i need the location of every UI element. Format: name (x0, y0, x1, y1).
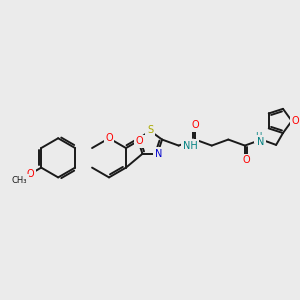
Text: O: O (26, 169, 34, 179)
Text: CH₃: CH₃ (11, 176, 27, 185)
Text: N: N (155, 149, 162, 159)
Text: O: O (242, 155, 250, 165)
Text: N: N (257, 136, 264, 146)
Text: S: S (147, 125, 153, 135)
Text: NH: NH (182, 141, 197, 151)
Text: O: O (292, 116, 299, 126)
Text: H: H (255, 132, 262, 141)
Text: O: O (105, 133, 113, 143)
Text: O: O (191, 120, 199, 130)
Text: O: O (136, 136, 143, 146)
